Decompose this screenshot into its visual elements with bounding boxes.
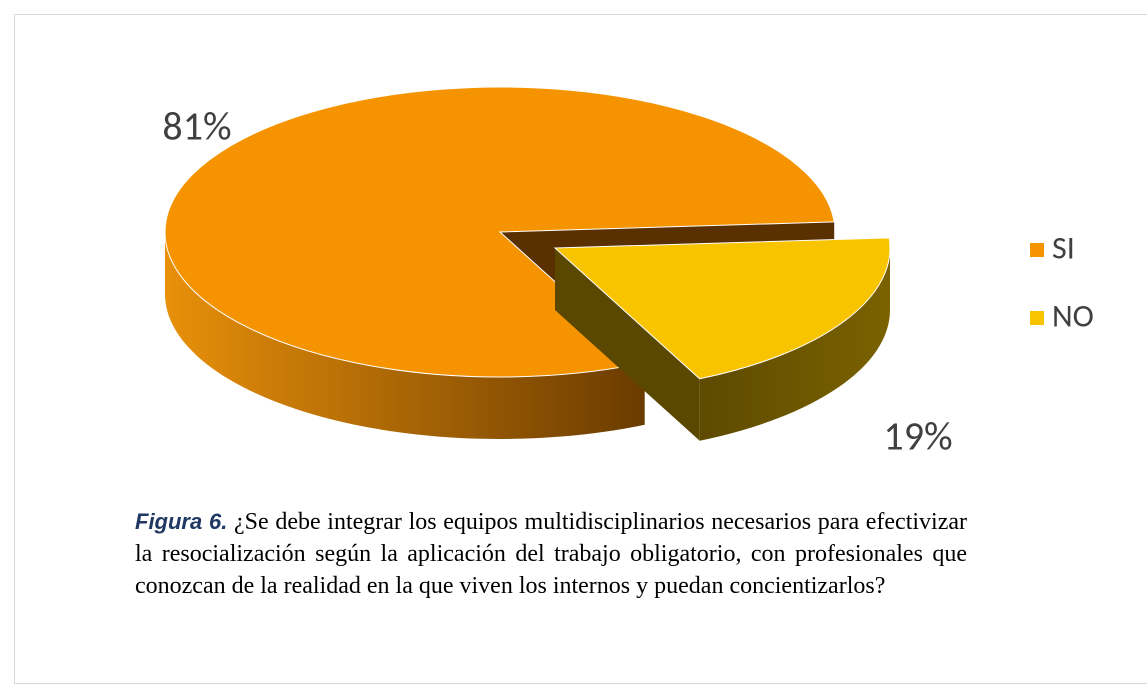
legend-swatch (1030, 243, 1044, 257)
legend-label: SI (1052, 229, 1075, 268)
data-label: 81% (162, 102, 231, 151)
legend-swatch (1030, 311, 1044, 325)
caption: Figura 6. ¿Se debe integrar los equipos … (135, 506, 967, 602)
slice-side (165, 232, 645, 440)
caption-label: Figura 6. (135, 509, 228, 534)
slice-side (699, 248, 891, 441)
caption-text: ¿Se debe integrar los equipos multidisci… (135, 509, 968, 599)
slice-face (555, 248, 700, 441)
legend-label: NO (1052, 297, 1094, 336)
data-label: 19% (883, 412, 952, 461)
slice (164, 86, 835, 378)
slice (553, 237, 891, 380)
